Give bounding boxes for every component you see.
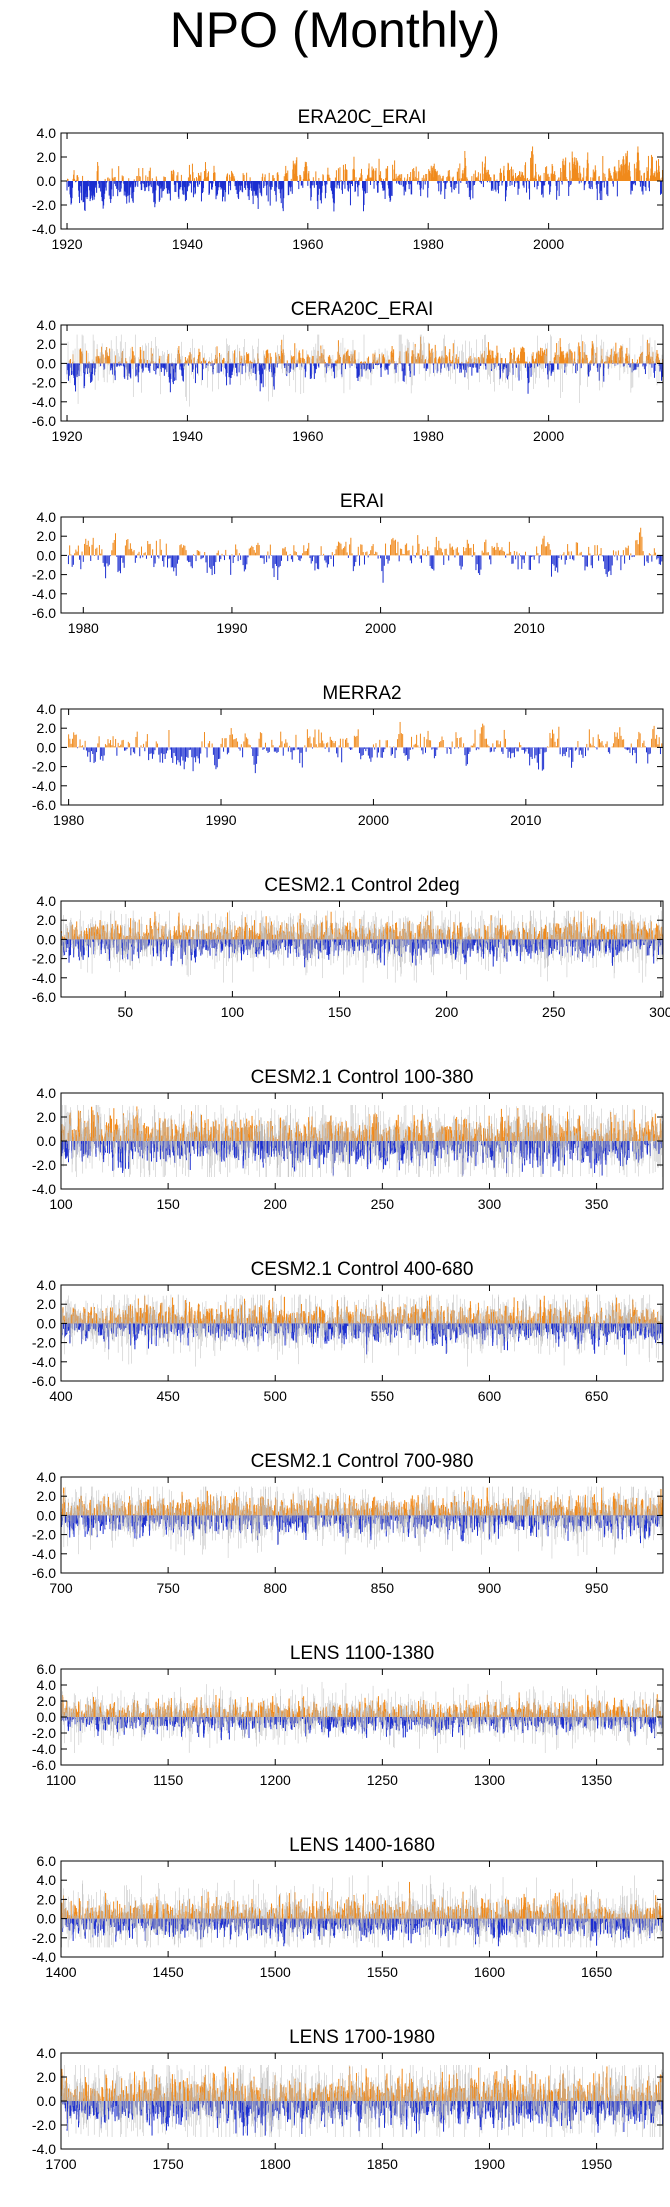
chart-title: CERA20C_ERAI (291, 299, 434, 320)
y-tick-label: -6.0 (32, 413, 56, 429)
x-tick-label: 1940 (172, 428, 203, 444)
x-tick-label: 1940 (172, 236, 203, 252)
x-tick-label: 2010 (510, 812, 541, 828)
y-tick-label: 0.0 (37, 355, 57, 371)
y-tick-label: 2.0 (37, 149, 57, 165)
chart-panel: CESM2.1 Control 2deg4.02.00.0-2.0-4.0-6.… (32, 875, 670, 1020)
plot-frame (61, 517, 663, 613)
y-tick-label: 2.0 (37, 720, 57, 736)
y-tick-label: -6.0 (32, 605, 56, 621)
x-tick-label: 1980 (413, 236, 444, 252)
y-tick-label: -2.0 (32, 759, 56, 775)
x-tick-label: 1980 (413, 428, 444, 444)
y-tick-label: -2.0 (32, 567, 56, 583)
data-series (68, 528, 661, 583)
y-tick-label: 2.0 (37, 336, 57, 352)
data-series (69, 722, 662, 773)
chart-title: MERRA2 (322, 683, 401, 704)
y-tick-label: 4.0 (37, 317, 57, 333)
y-tick-label: 4.0 (37, 509, 57, 525)
y-tick-label: 0.0 (37, 173, 57, 189)
x-tick-label: 2000 (533, 428, 564, 444)
data-series (67, 337, 662, 394)
x-tick-label: 2000 (533, 236, 564, 252)
y-tick-label: 0.0 (37, 547, 57, 563)
x-tick-label: 1920 (51, 428, 82, 444)
x-tick-label: 1960 (292, 428, 323, 444)
x-tick-label: 2010 (514, 620, 545, 636)
y-tick-label: -2.0 (32, 197, 56, 213)
y-tick-label: -4.0 (32, 394, 56, 410)
x-tick-label: 1980 (68, 620, 99, 636)
chart-title: ERAI (340, 491, 384, 512)
y-tick-label: -6.0 (32, 797, 56, 813)
y-tick-label: 0.0 (37, 739, 57, 755)
x-tick-label: 1960 (292, 236, 323, 252)
y-tick-label: -4.0 (32, 221, 56, 237)
data-series (67, 146, 662, 211)
y-tick-label: 4.0 (37, 125, 57, 141)
y-tick-label: -2.0 (32, 375, 56, 391)
chart-title: CESM2.1 Control 2deg (264, 875, 459, 896)
x-tick-label: 2000 (365, 620, 396, 636)
x-tick-label: 1990 (216, 620, 247, 636)
y-tick-label: 4.0 (37, 701, 57, 717)
x-tick-label: 1990 (205, 812, 236, 828)
y-tick-label: -4.0 (32, 778, 56, 794)
x-tick-label: 1980 (53, 812, 84, 828)
y-tick-label: 2.0 (37, 528, 57, 544)
y-tick-label: -4.0 (32, 586, 56, 602)
chart-panel: ERAI 4.0 2.0 0.0 -2.0 -4.0 -6.0 1980 1990 2000 201… (32, 491, 663, 636)
x-tick-label: 2000 (358, 812, 389, 828)
chart-title: ERA20C_ERAI (298, 107, 427, 128)
x-tick-label: 1920 (51, 236, 82, 252)
